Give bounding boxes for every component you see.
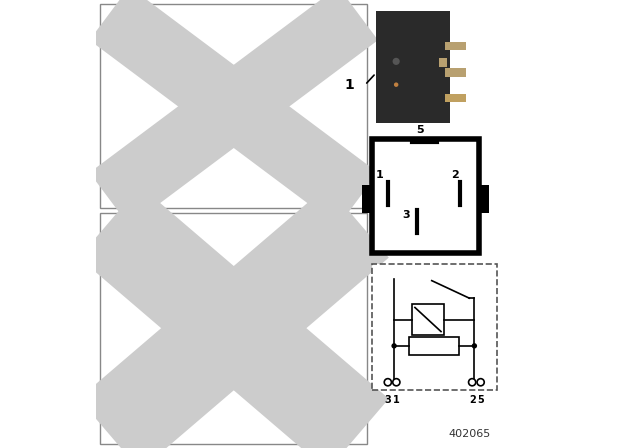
Text: 2: 2: [451, 170, 459, 180]
Bar: [445, 42, 466, 50]
Circle shape: [384, 379, 392, 386]
Text: 5: 5: [416, 125, 424, 135]
Bar: [409, 337, 460, 355]
Circle shape: [477, 379, 484, 386]
Text: 1: 1: [344, 78, 354, 92]
Bar: [445, 94, 466, 102]
Bar: [376, 11, 450, 123]
Circle shape: [394, 82, 398, 87]
Bar: [371, 139, 479, 253]
Text: 3: 3: [385, 395, 391, 405]
Text: 3: 3: [403, 210, 410, 220]
Bar: [445, 69, 466, 77]
Bar: [362, 185, 371, 213]
Bar: [100, 4, 367, 208]
Circle shape: [392, 343, 397, 349]
Text: 1: 1: [376, 170, 383, 180]
Bar: [412, 305, 444, 335]
Circle shape: [393, 379, 400, 386]
Bar: [439, 58, 447, 67]
Text: 1: 1: [393, 395, 400, 405]
Text: 2: 2: [468, 395, 476, 405]
Text: 402065: 402065: [448, 429, 490, 439]
Circle shape: [468, 379, 476, 386]
Bar: [371, 264, 497, 390]
Circle shape: [472, 343, 477, 349]
Bar: [479, 185, 489, 213]
Bar: [100, 213, 367, 444]
Circle shape: [392, 58, 400, 65]
Text: 5: 5: [477, 395, 484, 405]
